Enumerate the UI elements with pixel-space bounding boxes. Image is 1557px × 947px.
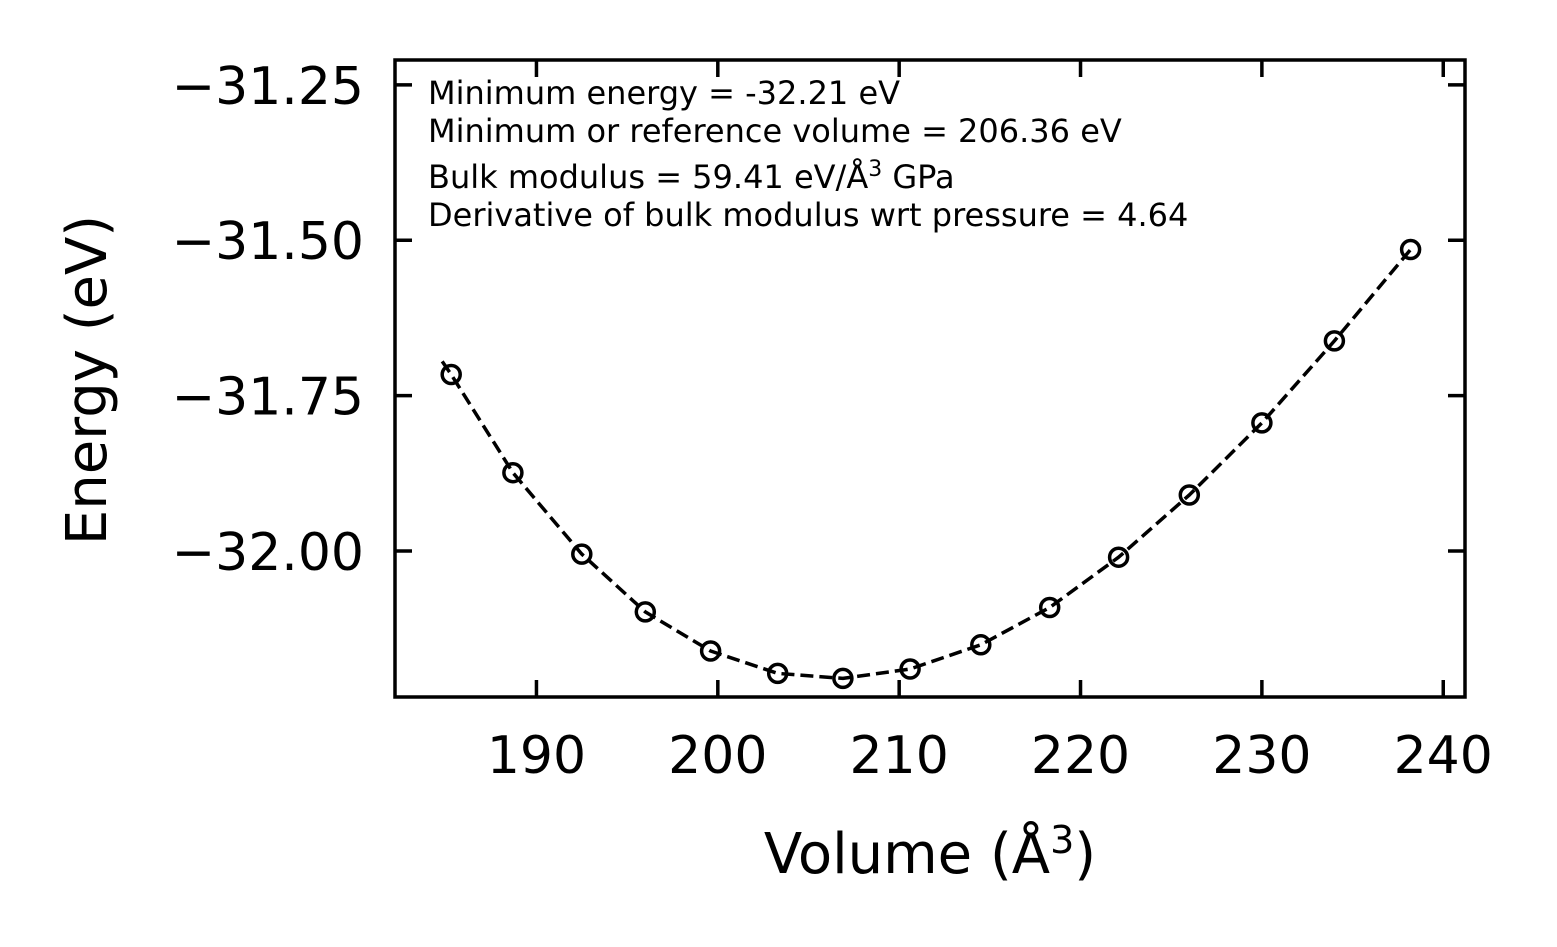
data-point xyxy=(440,363,462,386)
fit-curve xyxy=(440,248,1412,681)
data-point xyxy=(1251,412,1273,434)
data-point xyxy=(1038,596,1061,619)
y-tick-label: −31.25 xyxy=(172,57,364,117)
data-point xyxy=(634,601,657,623)
data-point xyxy=(571,543,593,565)
x-tick-label: 220 xyxy=(1031,726,1130,786)
x-tick-label: 200 xyxy=(668,726,767,786)
plot-area: 190 200 210 220 230 240 −31.25 −31.50 −31.75 −32.… xyxy=(172,57,1493,786)
y-tick-label: −32.00 xyxy=(172,523,364,583)
axes-frame xyxy=(393,58,1467,699)
fit-annotations: Minimum energy = -32.21 eV Minimum or re… xyxy=(428,74,1188,234)
data-point xyxy=(832,667,854,690)
data-point xyxy=(899,658,921,680)
y-tick-label: −31.50 xyxy=(172,212,364,272)
x-axis-label: Volume (Å3) xyxy=(764,818,1096,887)
data-point xyxy=(502,461,524,484)
data-point xyxy=(1323,330,1346,352)
x-tick-label: 240 xyxy=(1394,726,1493,786)
x-axis-label-text: Volume (Å xyxy=(764,821,1050,887)
annotation-bulk-modulus-derivative: Derivative of bulk modulus wrt pressure … xyxy=(428,196,1188,234)
annotation-bulk-modulus-text: Bulk modulus = 59.41 eV/Å xyxy=(428,158,868,196)
annotation-bulk-modulus-unit: GPa xyxy=(882,158,954,196)
data-point xyxy=(1399,238,1422,261)
y-tick-label: −31.75 xyxy=(172,368,364,428)
annotation-bulk-modulus-sup: 3 xyxy=(868,157,882,182)
annotation-bulk-modulus: Bulk modulus = 59.41 eV/Å3 GPa xyxy=(428,157,955,196)
data-point xyxy=(1178,484,1201,506)
x-tick-label: 190 xyxy=(487,726,586,786)
data-point xyxy=(970,634,992,656)
annotation-min-volume: Minimum or reference volume = 206.36 eV xyxy=(428,112,1122,150)
data-point xyxy=(699,640,722,662)
x-axis-label-sup: 3 xyxy=(1050,818,1074,862)
y-axis-label: Energy (eV) xyxy=(55,215,120,545)
x-tick-label: 230 xyxy=(1212,726,1311,786)
data-point xyxy=(1107,546,1130,568)
data-point xyxy=(766,662,789,685)
x-axis-label-close: ) xyxy=(1074,822,1096,887)
x-tick-label: 210 xyxy=(850,726,949,786)
annotation-min-energy: Minimum energy = -32.21 eV xyxy=(428,74,900,112)
